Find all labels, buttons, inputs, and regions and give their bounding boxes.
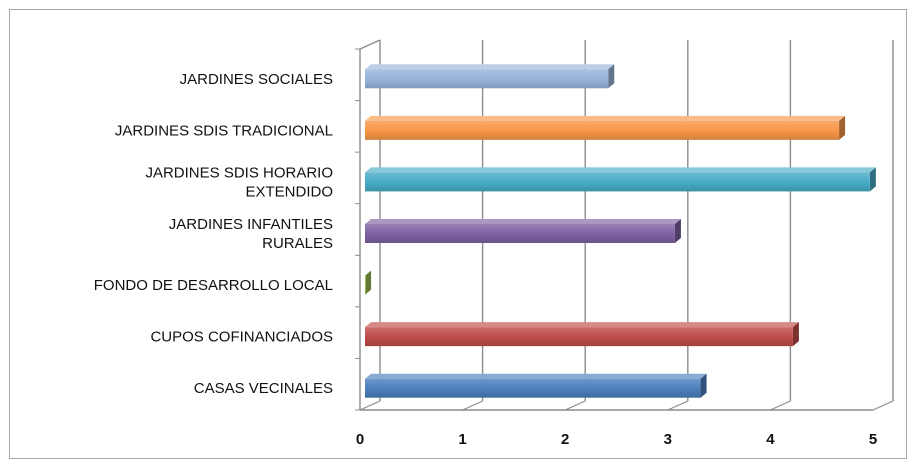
bar-front-face: [365, 69, 609, 89]
bar-front-face: [365, 378, 701, 398]
bar-top-face: [365, 64, 615, 70]
bar-end-face: [608, 64, 615, 89]
bar-top-face: [365, 270, 372, 276]
bar: [365, 167, 876, 192]
category-label: JARDINES SOCIALES: [180, 71, 333, 88]
bar-end-face: [792, 322, 799, 347]
bar-top-face: [365, 322, 799, 328]
floor-gridline: [770, 400, 791, 411]
x-tick-label: 1: [458, 431, 466, 448]
floor-gridline: [359, 400, 381, 411]
bar: [365, 373, 707, 398]
category-label: CASAS VECINALES: [194, 380, 333, 397]
bar-top-face: [365, 219, 681, 224]
wall-top-edge: [359, 39, 381, 50]
bar-front-face: [365, 275, 366, 295]
x-tick-label: 5: [869, 431, 877, 448]
bar: [365, 219, 681, 243]
bar-top-face: [365, 167, 876, 173]
floor-gridline: [462, 400, 483, 411]
category-label: CUPOS COFINANCIADOS: [150, 329, 333, 346]
category-label: JARDINES SDIS TRADICIONAL: [115, 122, 333, 139]
category-label: FONDO DE DESARROLLO LOCAL: [94, 277, 333, 294]
category-label: JARDINES SDIS HORARIO EXTENDIDO: [145, 164, 333, 200]
floor-gridline: [872, 400, 894, 411]
bar-top-face: [365, 115, 846, 121]
bar-front-face: [365, 172, 870, 192]
bar-front-face: [365, 327, 793, 347]
bar-end-face: [700, 373, 707, 398]
bar-end-face: [839, 115, 846, 140]
bar: [365, 322, 799, 347]
bar-end-face: [365, 270, 372, 295]
floor-gridline: [564, 400, 586, 411]
category-label: JARDINES INFANTILES RURALES: [169, 216, 333, 252]
bar-end-face: [674, 219, 681, 243]
x-tick-labels: 0 1 2 3 4 5: [356, 431, 877, 448]
bar-front-face: [365, 224, 675, 243]
floor-gridline: [667, 400, 689, 411]
x-tick-label: 0: [356, 431, 364, 448]
bar-end-face: [869, 167, 876, 192]
bars: [365, 64, 876, 398]
bar: [365, 64, 615, 89]
x-tick-label: 2: [561, 431, 569, 448]
bar: [365, 270, 372, 295]
category-labels: CASAS VECINALES CUPOS COFINANCIADOS FONDO …: [94, 71, 333, 397]
x-tick-label: 4: [766, 431, 775, 448]
bar: [365, 115, 846, 140]
bar-front-face: [365, 120, 840, 140]
x-tick-label: 3: [664, 431, 672, 448]
bar-top-face: [365, 373, 707, 379]
